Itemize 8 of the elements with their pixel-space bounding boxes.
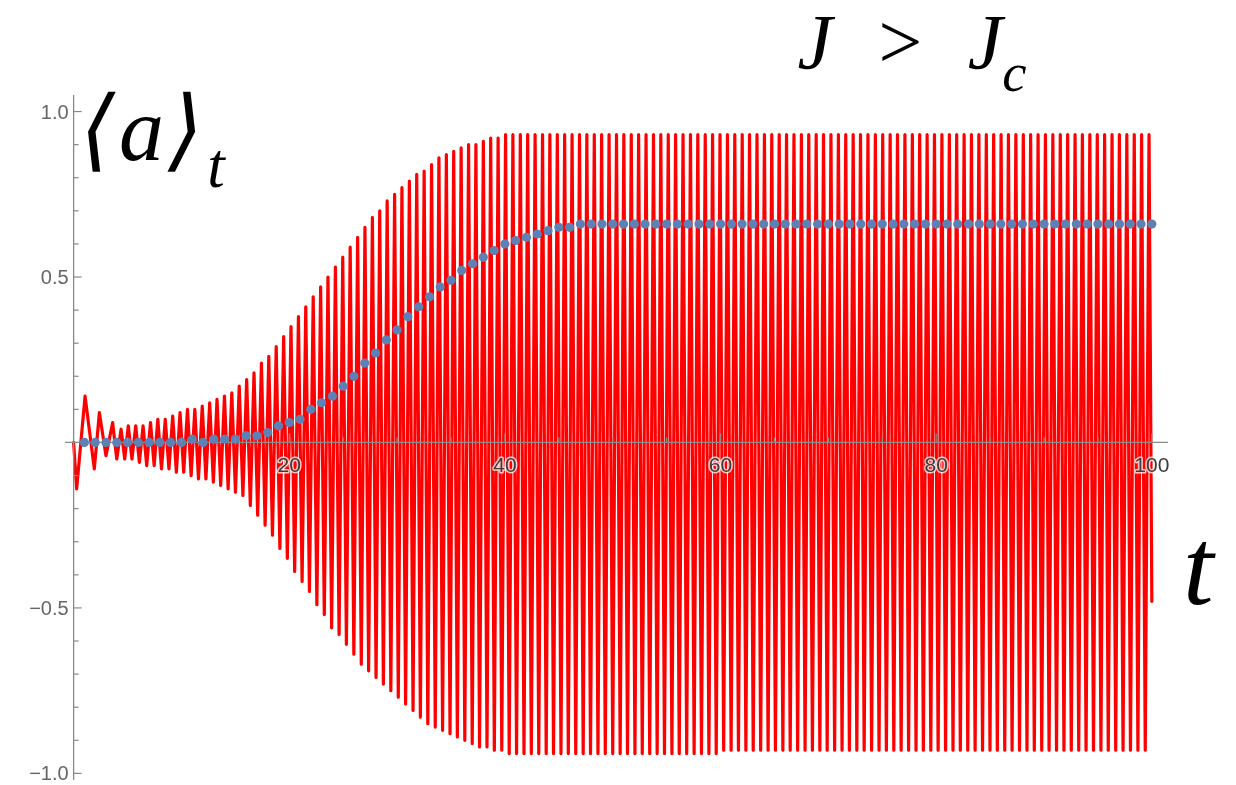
- y-tick-label: 1.0: [40, 100, 69, 123]
- y-tick-label: 0.5: [40, 266, 69, 288]
- y-tick-label: −1.0: [29, 762, 69, 785]
- chart-title: J > J$_{c}$: [797, 0, 1027, 104]
- x-axis-title: t: [1183, 506, 1216, 628]
- y-axis-title: ⟨a⟩$_{t}$: [80, 80, 229, 201]
- x-tick-label: 100: [1134, 453, 1170, 477]
- y-tick-label: −0.5: [29, 596, 69, 619]
